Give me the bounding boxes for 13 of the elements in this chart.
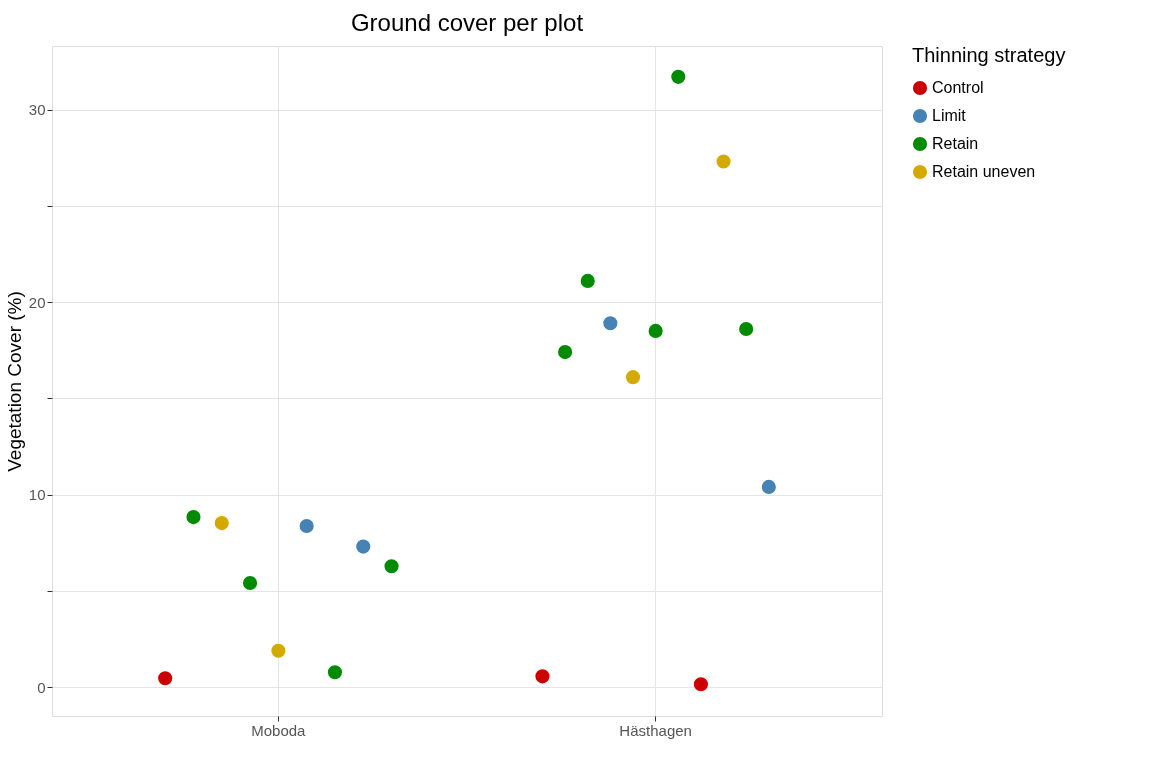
legend-label: Retain	[932, 135, 979, 152]
legend-label: Limit	[932, 107, 967, 124]
legend-label: Retain uneven	[932, 163, 1036, 180]
y-tick-label: 0	[37, 678, 46, 696]
x-tick-label: Hästhagen	[619, 721, 692, 739]
x-tick-label: Moboda	[251, 721, 307, 739]
y-tick-label: 30	[28, 101, 46, 119]
legend-title: Thinning strategy	[912, 44, 1066, 66]
y-tick-label: 10	[28, 486, 46, 504]
y-tick-label: 20	[28, 293, 46, 311]
y-axis-title: Vegetation Cover (%)	[3, 291, 25, 472]
legend-label: Control	[932, 79, 984, 96]
chart-title: Ground cover per plot	[350, 9, 584, 36]
